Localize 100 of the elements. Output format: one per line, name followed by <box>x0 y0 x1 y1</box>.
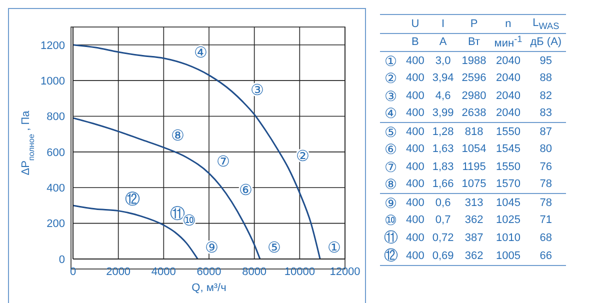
text: 362 <box>464 249 484 264</box>
text: 0,6 <box>434 196 452 211</box>
text: 78 <box>538 177 554 192</box>
text: 82 <box>538 88 554 104</box>
text: 400 <box>405 177 426 192</box>
text: 400 <box>405 106 426 122</box>
text: 400 <box>405 142 426 158</box>
text: мин$^{-1}$ <box>493 33 524 52</box>
text: 400 <box>405 249 426 264</box>
annotation: ⑦ <box>216 154 230 171</box>
text: 1005 <box>495 249 522 264</box>
text: L$_{WAS}$ <box>532 16 560 33</box>
text: ⑦ <box>384 158 398 176</box>
text: 0,69 <box>431 249 455 264</box>
text: ⑪ <box>383 229 399 247</box>
text: 362 <box>464 213 484 228</box>
text: 2980 <box>460 88 488 104</box>
text: дБ (A) <box>529 35 563 50</box>
text: 76 <box>538 160 554 175</box>
text: ⑨ <box>384 194 398 212</box>
text: 1045 <box>495 196 522 211</box>
text: 3,94 <box>431 71 455 86</box>
text: I <box>440 16 446 32</box>
text: 2040 <box>495 88 522 104</box>
text: 400 <box>405 213 426 228</box>
text: А <box>438 35 448 50</box>
text: 1,28 <box>431 124 455 140</box>
y-tick-label: 200 <box>46 218 65 230</box>
text: 80 <box>538 142 554 158</box>
annotation: ④ <box>194 44 207 62</box>
text: 400 <box>405 231 426 246</box>
x-tick-label: 4000 <box>151 266 176 278</box>
text: 400 <box>405 71 426 86</box>
annotation: ⑧ <box>171 128 184 145</box>
x-tick-label: 0 <box>70 266 76 278</box>
x-axis-title: Q, м³/ч <box>192 282 226 294</box>
text: 2040 <box>495 54 522 69</box>
text: ⑥ <box>384 140 398 158</box>
text: 4,6 <box>434 88 452 104</box>
text: 66 <box>538 249 554 264</box>
x-tick-label: 8000 <box>242 266 267 278</box>
text: 400 <box>405 88 426 104</box>
y-tick-label: 600 <box>46 146 65 159</box>
text: 2040 <box>495 71 522 86</box>
text: 71 <box>538 213 554 228</box>
text: 2596 <box>460 71 488 86</box>
text: 387 <box>464 231 484 246</box>
text: 400 <box>405 160 426 175</box>
annotation: ⑤ <box>268 239 280 256</box>
text: Вт <box>467 35 482 50</box>
line-series <box>73 117 261 259</box>
text: 1570 <box>495 177 522 192</box>
text: n <box>504 16 512 32</box>
line-series <box>73 44 321 259</box>
text: 2040 <box>495 106 522 122</box>
text: 1054 <box>460 142 488 158</box>
text: 2638 <box>460 106 488 122</box>
text: 1545 <box>495 142 522 158</box>
text: 3,0 <box>434 54 452 69</box>
text: ⑩ <box>384 212 398 229</box>
text: 818 <box>464 124 484 140</box>
text: 0,7 <box>434 213 452 228</box>
text: 1025 <box>495 213 522 228</box>
text: 95 <box>538 54 554 69</box>
text: 88 <box>538 71 554 86</box>
text: 1010 <box>495 231 522 246</box>
text: 0,72 <box>431 231 455 246</box>
text: ⑤ <box>384 122 398 140</box>
text: В <box>410 35 420 50</box>
x-tick-label: 10000 <box>284 266 315 278</box>
text: 400 <box>405 54 426 69</box>
x-tick-label: 12000 <box>330 266 360 278</box>
y-tick-label: 0 <box>58 254 65 266</box>
text: 1550 <box>495 124 522 140</box>
text: 400 <box>405 124 426 140</box>
x-tick-label: 2000 <box>106 266 131 278</box>
annotation: ⑫ <box>124 191 140 208</box>
text: 1,83 <box>431 160 455 175</box>
text: ⑧ <box>384 176 398 194</box>
y-tick-label: 1000 <box>40 75 65 88</box>
text: 3,99 <box>431 106 455 122</box>
text: ④ <box>384 104 398 122</box>
text: 83 <box>538 106 554 122</box>
text: 1988 <box>460 54 488 69</box>
text: P <box>469 16 479 32</box>
text: 400 <box>405 196 426 211</box>
y-tick-label: 1200 <box>40 40 65 52</box>
line-series <box>73 204 198 259</box>
x-tick-label: 6000 <box>196 266 222 278</box>
text: ① <box>384 52 398 70</box>
text: 1,63 <box>431 142 455 158</box>
text: ⑫ <box>383 247 399 265</box>
text: ③ <box>384 87 398 104</box>
text: 1550 <box>495 160 522 175</box>
text: ② <box>384 70 398 87</box>
text: 1,66 <box>431 177 455 192</box>
text: 313 <box>464 196 484 211</box>
text: 78 <box>538 196 554 211</box>
text: 1195 <box>461 160 487 175</box>
y-tick-label: 400 <box>46 182 65 195</box>
